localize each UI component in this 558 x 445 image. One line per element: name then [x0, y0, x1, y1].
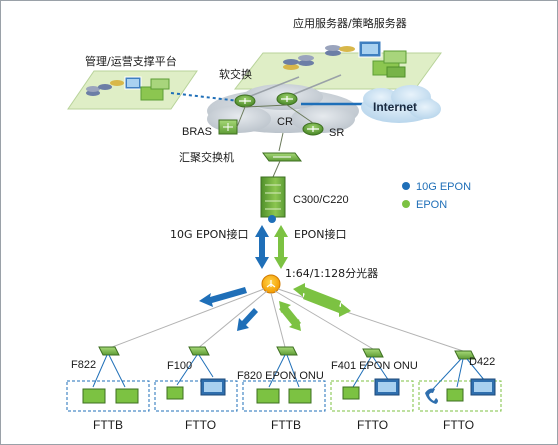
app-server-platform: [233, 40, 442, 90]
cr-label: CR: [277, 116, 293, 128]
computer-icon: [446, 378, 496, 402]
terminal-group-box: [242, 380, 326, 412]
softswitch-label: 软交换: [219, 67, 252, 81]
drop-arrow-10g-left: [199, 287, 247, 307]
telephone-icon: [425, 388, 438, 404]
building-icon: [82, 388, 139, 404]
computer-icon: [166, 378, 226, 400]
onu-device-icon: [98, 346, 120, 356]
mgmt-platform-label: 管理/运营支撑平台: [85, 54, 177, 68]
optical-splitter-icon: [261, 274, 281, 294]
computer-icon: [342, 378, 400, 400]
drop-arrow-10g-down: [237, 308, 258, 331]
trunk-10g-arrow: [255, 225, 269, 269]
terminal-model-label: F401 EPON ONU: [331, 360, 418, 372]
terminal-group-box: [418, 380, 502, 412]
legend-dot-epon: [402, 200, 410, 208]
building-icon: [256, 388, 312, 404]
terminal-group-box: [330, 380, 414, 412]
bras-label: BRAS: [182, 126, 212, 138]
cr-platform-link: [286, 74, 342, 98]
terminal-scenario-label: FTTO: [443, 418, 474, 432]
onu-device-icon: [188, 346, 210, 356]
terminal-scenario-label: FTTB: [271, 418, 301, 432]
terminal-scenario-label: FTTO: [357, 418, 388, 432]
aggregation-switch-label: 汇聚交换机: [179, 150, 234, 164]
router-icon: [234, 94, 256, 108]
terminal-scenario-label: FTTB: [93, 418, 123, 432]
server-rack-icon: [86, 76, 170, 101]
onu-device-icon: [362, 348, 384, 358]
app-server-label: 应用服务器/策略服务器: [293, 16, 407, 30]
terminal-model-label: D422: [469, 356, 495, 368]
port-epon-label: EPON接口: [294, 228, 346, 241]
terminal-model-label: F822: [71, 359, 96, 371]
trunk-epon-arrow: [274, 225, 288, 269]
onu-device-icon: [276, 346, 298, 356]
port-10g-label: 10G EPON接口: [170, 228, 249, 241]
legend: 10G EPON EPON: [402, 181, 471, 211]
internet-label: Internet: [373, 100, 417, 114]
softswitch-platform-link: [242, 76, 300, 100]
olt-chassis-icon: [260, 176, 286, 218]
legend-dot-10g-epon: [402, 182, 410, 190]
olt-label: C300/C220: [293, 194, 349, 206]
terminal-group-box: [66, 380, 150, 412]
olt-port-indicator: [268, 215, 276, 223]
switch-icon: [262, 152, 302, 162]
internet-cloud-icon: [361, 85, 441, 123]
sr-label: SR: [329, 127, 344, 139]
drop-arrow-epon-right: [293, 283, 351, 317]
mgmt-platform: [67, 70, 198, 110]
terminal-model-label: F100: [167, 360, 192, 372]
drop-arrow-epon-down: [279, 301, 301, 331]
bras-switch-icon: [218, 119, 238, 135]
terminal-model-label: F820 EPON ONU: [237, 370, 324, 382]
legend-label-10g-epon: 10G EPON: [416, 181, 471, 193]
fiber-drops: [106, 288, 464, 352]
router-icon: [276, 92, 298, 106]
terminal-group-box: [154, 380, 238, 412]
onu-device-icon: [454, 350, 476, 360]
legend-label-epon: EPON: [416, 199, 447, 211]
splitter-label: 1:64/1:128分光器: [285, 266, 378, 280]
router-icon: [302, 122, 324, 136]
terminal-scenario-label: FTTO: [185, 418, 216, 432]
server-rack-icon: [283, 40, 407, 78]
